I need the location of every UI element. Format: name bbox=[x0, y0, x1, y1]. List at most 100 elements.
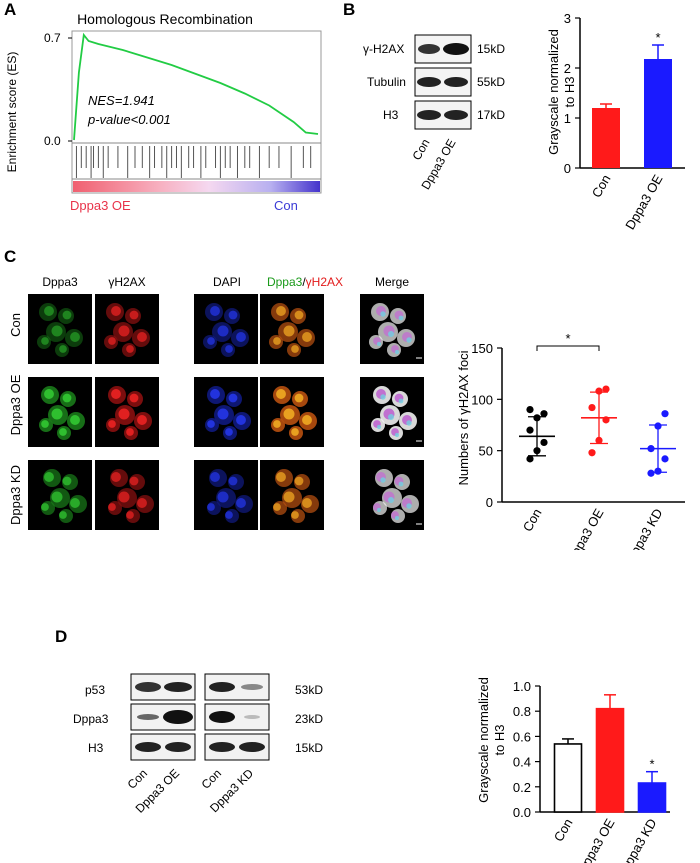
chart-c-point bbox=[588, 449, 596, 457]
micrograph-r3-c2 bbox=[95, 460, 159, 530]
chart-c-ylabel: Numbers of γH2AX foci bbox=[456, 350, 471, 485]
chart-c-ytick: 150 bbox=[471, 341, 493, 356]
col-header-5: Merge bbox=[374, 275, 409, 289]
chart-b: Grayscale normalizedto H3 0 1 2 3 Con Dppa3 O… bbox=[546, 11, 685, 232]
blot-d-lanes: Con Dppa3 OE Con Dppa3 KD bbox=[125, 766, 257, 816]
chart-c-point bbox=[526, 426, 534, 434]
gsea-ytick-07: 0.7 bbox=[44, 31, 61, 45]
blot-b-protein-1: γ-H2AX bbox=[363, 42, 405, 56]
chart-d-bar bbox=[553, 743, 583, 813]
blot-d-protein-3: H3 bbox=[88, 741, 104, 755]
micrograph-r2-c2 bbox=[95, 377, 159, 447]
micrograph-r1-c4 bbox=[260, 294, 324, 364]
micrograph-r3-c5 bbox=[360, 460, 424, 530]
blot-d-lane-1: Con bbox=[125, 766, 150, 791]
chart-b-xtick: Con bbox=[589, 172, 614, 200]
col-header-3: DAPI bbox=[212, 275, 241, 289]
micrograph-r1-c3 bbox=[194, 294, 258, 364]
blot-d-protein-1: p53 bbox=[85, 683, 106, 697]
chart-d-significance: * bbox=[649, 757, 654, 772]
blot-d-lane-3: Con bbox=[199, 766, 224, 791]
blot-b-protein-3: H3 bbox=[383, 108, 399, 122]
gsea-plot: Homologous Recombination 0.7 0.0 Enrichm… bbox=[5, 11, 322, 213]
chart-c-point bbox=[526, 406, 534, 414]
chart-c-ytick: 0 bbox=[486, 495, 493, 510]
chart-c-significance: * bbox=[565, 331, 570, 346]
micrograph-r1-c1 bbox=[28, 294, 92, 364]
gsea-ylabel: Enrichment score (ES) bbox=[5, 52, 19, 173]
blot-b-lanes: Con Dppa3 OE bbox=[409, 137, 458, 193]
chart-d-ytick: 0.8 bbox=[513, 704, 531, 719]
chart-d-bar bbox=[637, 782, 667, 813]
chart-c-xtick: Dppa3 OE bbox=[563, 506, 607, 550]
micrograph-r3-c3 bbox=[194, 460, 258, 530]
panel-label-d: D bbox=[55, 627, 68, 646]
chart-c-xtick: Dppa3 KD bbox=[623, 506, 666, 550]
col-header-1: Dppa3 bbox=[42, 275, 78, 289]
row-label-2: Dppa3 OE bbox=[8, 374, 23, 435]
micrograph-r2-c5 bbox=[360, 377, 424, 447]
blot-b-size-2: 55kD bbox=[477, 75, 506, 89]
blot-b-size-1: 15kD bbox=[477, 42, 506, 56]
row-label-1: Con bbox=[8, 313, 23, 337]
chart-d-ytick: 0.6 bbox=[513, 729, 531, 744]
chart-b-significance: * bbox=[655, 30, 660, 45]
chart-b-bar bbox=[644, 59, 672, 168]
chart-c-point bbox=[661, 455, 669, 463]
chart-b-bar bbox=[592, 108, 620, 168]
gsea-right-label: Con bbox=[274, 198, 298, 213]
chart-d-xtick: Con bbox=[551, 816, 576, 844]
row-label-3: Dppa3 KD bbox=[8, 465, 23, 525]
blot-d-size-1: 53kD bbox=[295, 683, 324, 697]
chart-c-point bbox=[526, 455, 534, 463]
blot-b-protein-2: Tubulin bbox=[367, 75, 406, 89]
blot-d-size-3: 15kD bbox=[295, 741, 324, 755]
chart-b-ytick: 0 bbox=[564, 161, 571, 176]
chart-b-xtick: Dppa3 OE bbox=[622, 172, 666, 232]
col-header-2: γH2AX bbox=[108, 275, 146, 289]
gsea-enrichment-curve bbox=[73, 32, 319, 141]
gsea-left-label: Dppa3 OE bbox=[70, 198, 131, 213]
chart-d: Grayscale normalizedto H3 0.0 0.2 0.4 0.6 0.… bbox=[476, 677, 670, 863]
chart-d-ytick: 0.0 bbox=[513, 805, 531, 820]
chart-d-bar bbox=[595, 707, 625, 813]
chart-c-point bbox=[540, 438, 548, 447]
gsea-ytick-00: 0.0 bbox=[44, 134, 61, 148]
panel-label-a: A bbox=[4, 0, 17, 19]
chart-d-xtick: Dppa3 OE bbox=[574, 816, 618, 863]
blot-b-lane-1: Con bbox=[409, 137, 432, 163]
micrograph-r1-c2 bbox=[95, 294, 159, 364]
chart-d-ytick: 0.4 bbox=[513, 755, 531, 770]
chart-d-ytick: 0.2 bbox=[513, 780, 531, 795]
chart-c-point bbox=[540, 410, 548, 418]
chart-c: Numbers of γH2AX foci 0 50 100 150 Con Dppa3 … bbox=[456, 331, 685, 550]
chart-c-point bbox=[588, 403, 596, 412]
chart-c-xtick: Con bbox=[520, 506, 545, 534]
chart-c-point bbox=[595, 387, 603, 395]
row-labels-c: Con Dppa3 OE Dppa3 KD bbox=[8, 313, 23, 525]
blot-b-image bbox=[414, 34, 472, 130]
micrograph-r2-c1 bbox=[28, 377, 92, 447]
blot-d-image bbox=[130, 673, 270, 761]
gsea-hit-lines bbox=[75, 146, 312, 178]
col-header-4: Dppa3/γH2AX bbox=[266, 275, 344, 289]
gsea-title: Homologous Recombination bbox=[77, 11, 253, 27]
gsea-pvalue: p-value<0.001 bbox=[87, 112, 171, 127]
chart-b-ytick: 1 bbox=[564, 111, 571, 126]
micrograph-r2-c3 bbox=[194, 377, 258, 447]
micrograph-r3-c1 bbox=[28, 460, 92, 530]
blot-d-size-2: 23kD bbox=[295, 712, 324, 726]
micrograph-r1-c5 bbox=[360, 294, 424, 364]
panel-label-b: B bbox=[343, 0, 356, 19]
micrograph-r3-c4 bbox=[260, 460, 324, 530]
gsea-rank-gradient bbox=[73, 181, 320, 192]
chart-c-sig-bracket bbox=[536, 345, 600, 351]
chart-c-point bbox=[647, 469, 655, 477]
chart-b-ytick: 2 bbox=[564, 61, 571, 76]
chart-c-point bbox=[602, 385, 610, 393]
chart-c-ytick: 100 bbox=[471, 392, 493, 407]
chart-d-ytick: 1.0 bbox=[513, 679, 531, 694]
gsea-nes: NES=1.941 bbox=[88, 93, 155, 108]
chart-c-ytick: 50 bbox=[479, 444, 493, 459]
chart-d-ylabel: Grayscale normalizedto H3 bbox=[476, 677, 507, 803]
